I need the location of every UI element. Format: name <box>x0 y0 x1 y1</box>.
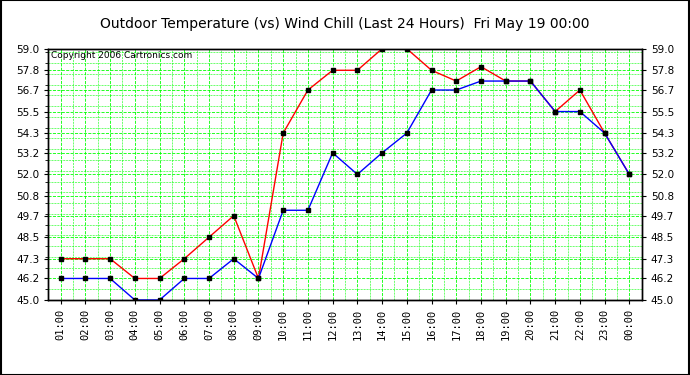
Text: Copyright 2006 Cartronics.com: Copyright 2006 Cartronics.com <box>51 51 193 60</box>
Text: Outdoor Temperature (vs) Wind Chill (Last 24 Hours)  Fri May 19 00:00: Outdoor Temperature (vs) Wind Chill (Las… <box>100 17 590 31</box>
